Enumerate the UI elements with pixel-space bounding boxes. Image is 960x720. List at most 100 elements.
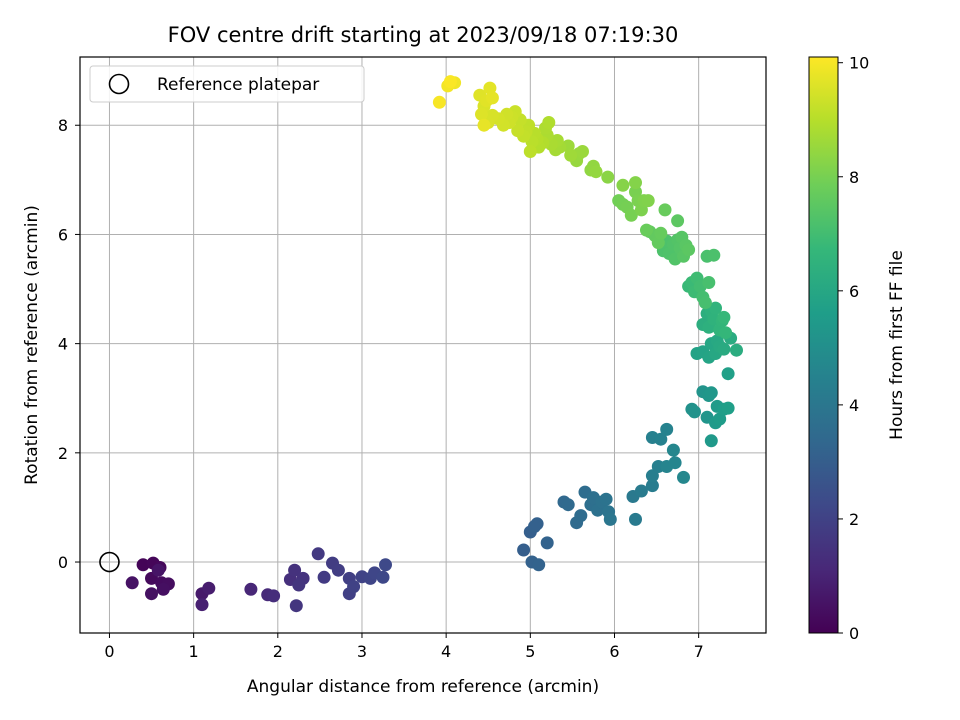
- scatter-point: [317, 570, 331, 584]
- legend-open-circle-icon: [108, 73, 130, 95]
- scatter-point: [347, 580, 361, 594]
- scatter-point: [443, 75, 457, 89]
- colorbar-tick-label: 0: [849, 624, 859, 643]
- legend-box: [89, 65, 365, 103]
- x-tick-label: 7: [694, 642, 704, 661]
- scatter-point: [477, 118, 491, 132]
- scatter-point: [267, 589, 281, 603]
- x-tick-label: 0: [104, 642, 114, 661]
- scatter-point: [668, 456, 682, 470]
- y-tick-label: 2: [58, 444, 68, 463]
- scatter-point: [561, 498, 575, 512]
- scatter-point: [682, 243, 696, 257]
- scatter-point: [311, 547, 325, 561]
- scatter-point: [719, 326, 733, 340]
- legend: Reference platepar: [89, 65, 365, 103]
- scatter-point: [125, 576, 139, 590]
- scatter-point: [717, 342, 731, 356]
- scatter-point: [136, 558, 150, 572]
- reference-point-marker: [99, 551, 120, 573]
- x-tick-label: 2: [273, 642, 283, 661]
- scatter-point: [517, 543, 531, 557]
- scatter-point: [523, 145, 537, 158]
- scatter-point: [145, 587, 158, 601]
- y-tick-label: 6: [58, 225, 68, 244]
- scatter-point: [654, 226, 668, 240]
- scatter-point: [542, 116, 556, 129]
- scatter-point: [640, 223, 653, 237]
- scatter-point: [376, 570, 390, 584]
- scatter-point: [156, 582, 170, 596]
- colorbar-ticks: 0 2 4 6 8 10: [838, 54, 869, 643]
- scatter-point: [645, 469, 659, 483]
- scatter-point: [432, 95, 446, 109]
- scatter-point: [641, 194, 655, 208]
- scatter-point: [730, 343, 743, 357]
- scatter-point: [483, 81, 497, 95]
- scatter-point: [702, 276, 716, 289]
- scatter-point: [634, 484, 648, 498]
- scatter-point: [485, 91, 499, 105]
- chart-title: FOV centre drift starting at 2023/09/18 …: [168, 23, 679, 47]
- scatter-point: [707, 248, 721, 262]
- x-tick-label: 5: [525, 642, 535, 661]
- y-tick-label: 4: [58, 335, 68, 354]
- scatter-point: [195, 598, 209, 612]
- scatter-point: [616, 178, 630, 192]
- colorbar-tick-label: 4: [849, 396, 859, 415]
- scatter-point: [654, 432, 668, 446]
- scatter-point: [704, 386, 718, 400]
- scatter-point: [721, 367, 735, 381]
- scatter-point: [709, 301, 722, 315]
- colorbar-tick-label: 10: [849, 54, 869, 73]
- colorbar-tick-label: 6: [849, 282, 859, 301]
- scatter-point: [658, 203, 672, 217]
- legend-entry-label: Reference platepar: [157, 75, 319, 95]
- scatter-point: [671, 214, 685, 228]
- x-tick-label: 1: [189, 642, 199, 661]
- scatter-point: [331, 563, 345, 577]
- y-tick-label: 0: [58, 553, 68, 572]
- scatter-point: [530, 517, 544, 531]
- scatter-point: [202, 581, 216, 595]
- scatter-point: [601, 170, 615, 184]
- scatter-point: [599, 492, 613, 506]
- x-tick-label: 3: [357, 642, 367, 661]
- y-axis-label: Rotation from reference (arcmin): [22, 205, 42, 485]
- scatter-point: [704, 434, 718, 448]
- scatter-point: [289, 599, 303, 613]
- y-tick-label: 8: [58, 116, 68, 135]
- scatter-point: [589, 165, 603, 179]
- y-axis-ticks: 0 2 4 6 8: [58, 116, 80, 572]
- scatter-point: [379, 558, 392, 572]
- colorbar-tick-label: 8: [849, 168, 859, 187]
- grid-lines: [80, 57, 766, 633]
- colorbar-tick-label: 2: [849, 510, 859, 529]
- colorbar: [808, 56, 839, 634]
- scatter-point: [151, 563, 165, 577]
- scatter-point: [564, 148, 578, 162]
- scatter-point: [717, 310, 731, 324]
- scatter-point: [624, 208, 638, 222]
- scatter-point: [288, 563, 302, 577]
- scatter-point: [721, 401, 735, 415]
- scatter-point: [713, 412, 727, 426]
- scatter-point: [660, 422, 674, 436]
- scatter-point: [540, 536, 554, 550]
- scatter-point: [532, 558, 546, 572]
- scatter-point: [576, 145, 589, 158]
- scatter-point: [292, 578, 306, 592]
- x-tick-label: 6: [609, 642, 619, 661]
- scatter-point: [629, 176, 642, 190]
- scatter-point: [666, 443, 680, 457]
- scatter-point: [629, 512, 642, 526]
- scatter-points: [125, 75, 743, 613]
- x-tick-label: 4: [441, 642, 451, 661]
- scatter-point: [698, 296, 712, 310]
- x-axis-label: Angular distance from reference (arcmin): [247, 677, 599, 697]
- scatter-point: [244, 582, 258, 596]
- scatter-point: [475, 107, 488, 121]
- scatter-point: [677, 470, 690, 484]
- scatter-point: [603, 512, 617, 526]
